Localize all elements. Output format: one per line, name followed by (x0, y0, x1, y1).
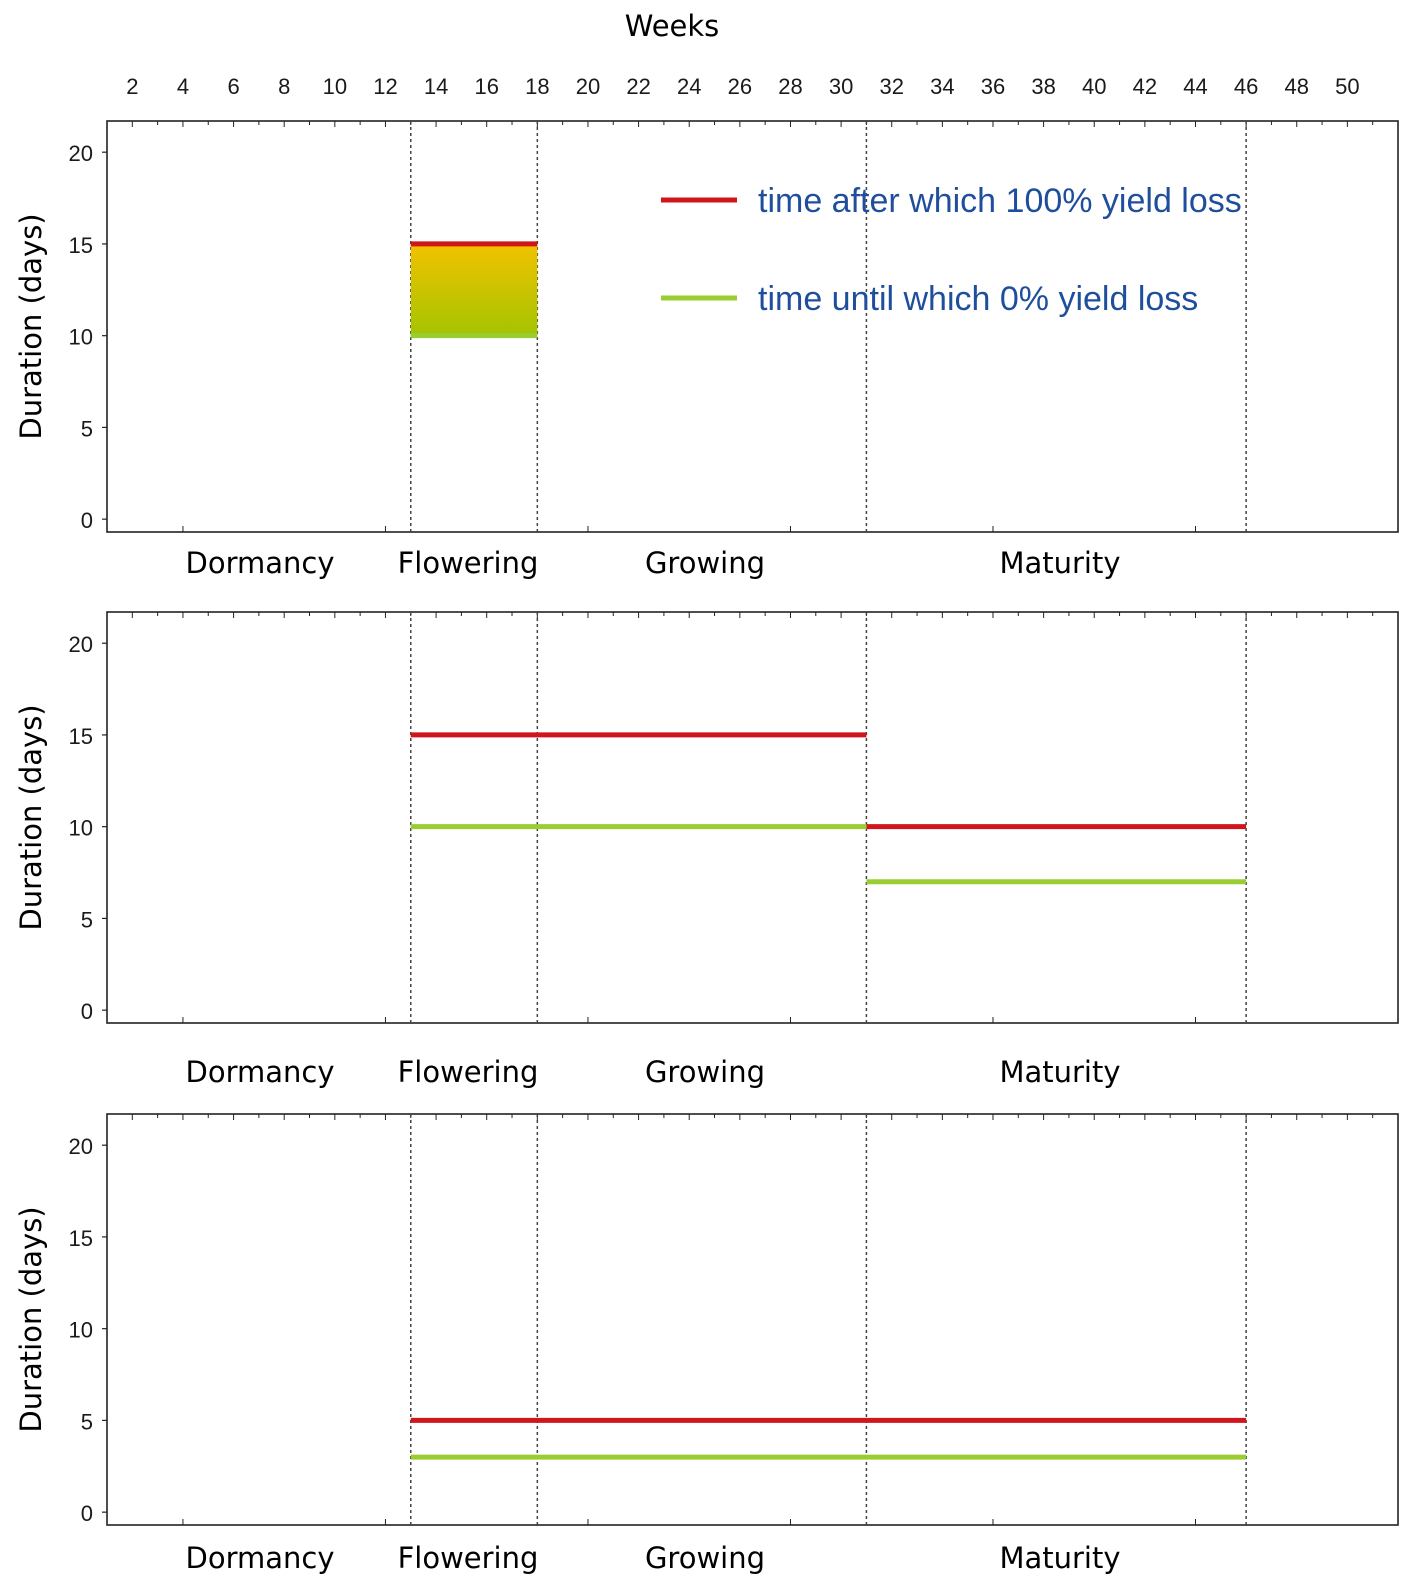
phase-label-flowering: Flowering (398, 546, 539, 580)
y-axis-title: Duration (days) (14, 704, 48, 930)
phase-label-maturity: Maturity (999, 1055, 1120, 1089)
y-tick-label: 10 (69, 816, 93, 841)
y-tick-label: 20 (69, 141, 93, 166)
week-tick-label: 6 (227, 74, 239, 99)
week-tick-label: 8 (278, 74, 290, 99)
plot-frame (106, 1113, 1399, 1526)
panel-2: 0 5 10 15 20 Duration (days) Dormancy Flowering… (14, 611, 1399, 1089)
week-tick-label: 32 (879, 74, 903, 99)
y-tick-label: 15 (69, 233, 93, 258)
y-tick-label: 20 (69, 1134, 93, 1159)
top-axis-ticks: 2 4 6 8 10 12 14 16 18 20 22 24 26 28 30 32 34 36 38 40 42 44… (126, 74, 1359, 99)
week-tick-label: 14 (424, 74, 448, 99)
week-tick-label: 48 (1285, 74, 1309, 99)
legend-label: time after which 100% yield loss (758, 182, 1242, 220)
y-tick-label: 20 (69, 632, 93, 657)
y-tick-label: 15 (69, 1226, 93, 1251)
phase-label-maturity: Maturity (999, 546, 1120, 580)
legend-label: time until which 0% yield loss (758, 280, 1198, 318)
y-tick-label: 5 (81, 416, 93, 441)
phase-label-growing: Growing (645, 546, 765, 580)
week-tick-label: 24 (677, 74, 701, 99)
yield-loss-band (410, 243, 538, 336)
week-tick-label: 12 (373, 74, 397, 99)
week-tick-label: 42 (1133, 74, 1157, 99)
week-tick-label: 30 (829, 74, 853, 99)
week-tick-label: 4 (177, 74, 189, 99)
phase-label-maturity: Maturity (999, 1541, 1120, 1575)
y-tick-label: 10 (69, 325, 93, 350)
y-tick-label: 10 (69, 1318, 93, 1343)
y-tick-label: 0 (81, 508, 93, 533)
week-tick-label: 20 (576, 74, 600, 99)
week-tick-label: 22 (626, 74, 650, 99)
week-tick-label: 28 (778, 74, 802, 99)
week-tick-label: 50 (1335, 74, 1359, 99)
phase-label-growing: Growing (645, 1055, 765, 1089)
y-axis-title: Duration (days) (14, 213, 48, 439)
y-tick-label: 0 (81, 999, 93, 1024)
week-tick-label: 2 (126, 74, 138, 99)
phase-label-flowering: Flowering (398, 1541, 539, 1575)
week-tick-label: 36 (981, 74, 1005, 99)
y-tick-label: 0 (81, 1501, 93, 1526)
week-tick-label: 18 (525, 74, 549, 99)
plot-frame (106, 611, 1399, 1024)
phase-label-flowering: Flowering (398, 1055, 539, 1089)
chart-panels: 0 5 10 15 20 Duration (days) Dormancy Flowering… (14, 120, 1399, 1575)
y-axis-title: Duration (days) (14, 1206, 48, 1432)
panel-1: 0 5 10 15 20 Duration (days) Dormancy Flowering… (14, 120, 1399, 580)
phase-label-dormancy: Dormancy (186, 1055, 335, 1089)
plot-frame (106, 120, 1399, 533)
phase-label-growing: Growing (645, 1541, 765, 1575)
x-axis-title: Weeks (625, 9, 720, 43)
legend: time after which 100% yield loss time unt… (661, 182, 1242, 318)
panel-3: 0 5 10 15 20 Duration (days) Dormancy Flowering… (14, 1113, 1399, 1575)
week-tick-label: 38 (1031, 74, 1055, 99)
phase-label-dormancy: Dormancy (186, 1541, 335, 1575)
week-tick-label: 44 (1183, 74, 1207, 99)
week-tick-label: 46 (1234, 74, 1258, 99)
week-tick-label: 16 (474, 74, 498, 99)
week-tick-label: 10 (323, 74, 347, 99)
y-tick-label: 15 (69, 724, 93, 749)
y-tick-label: 5 (81, 907, 93, 932)
week-tick-label: 34 (930, 74, 954, 99)
week-tick-label: 40 (1082, 74, 1106, 99)
week-tick-label: 26 (728, 74, 752, 99)
y-tick-label: 5 (81, 1409, 93, 1434)
phase-label-dormancy: Dormancy (186, 546, 335, 580)
